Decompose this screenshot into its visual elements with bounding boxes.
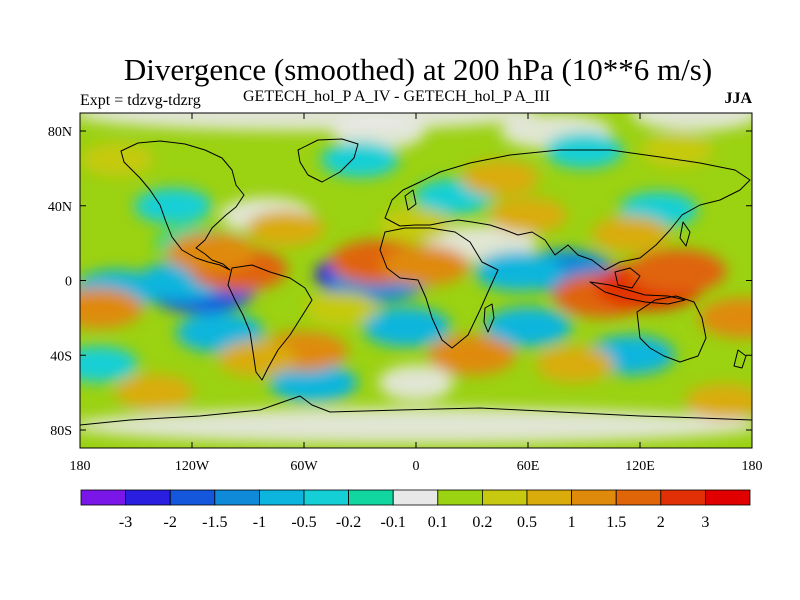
colorbar-label: 1.5 xyxy=(606,514,626,531)
colorbar-swatch xyxy=(169,489,216,506)
lat-tick-label: 80N xyxy=(48,125,72,140)
lon-tick-label: 60E xyxy=(517,459,540,474)
colorbar-swatch xyxy=(80,489,126,506)
field-blob-30 xyxy=(218,340,297,377)
field-blob-35 xyxy=(246,210,325,247)
field-blob-17 xyxy=(80,346,138,383)
field-blob-41 xyxy=(305,291,378,326)
colorbar-swatch xyxy=(125,489,171,506)
coast-madagascar xyxy=(483,303,495,333)
colorbar-label: 1 xyxy=(568,514,576,531)
colorbar-label: 3 xyxy=(701,514,709,531)
field-blob-20 xyxy=(166,232,255,273)
field-blob-29 xyxy=(428,334,516,375)
coast-british-isles xyxy=(404,189,417,211)
field-blob-34 xyxy=(489,197,567,234)
colorbar-swatch xyxy=(392,489,439,506)
colorbar-swatch xyxy=(214,489,260,506)
near-zero-region xyxy=(332,113,426,150)
field-blob-27 xyxy=(698,297,752,338)
field-blob-7 xyxy=(362,307,451,348)
field-blob-11 xyxy=(269,362,358,403)
colorbar-label: 0.2 xyxy=(472,514,492,531)
divergence-field xyxy=(80,113,752,444)
field-blob-32 xyxy=(115,374,194,411)
field-blob-6 xyxy=(474,251,563,292)
field-blob-36 xyxy=(591,215,670,252)
coast-antarctica xyxy=(80,395,752,426)
coast-maritime-continent xyxy=(589,281,686,305)
near-zero-region xyxy=(630,113,752,131)
coast-south-america xyxy=(227,264,313,381)
lon-tick-label: 120E xyxy=(625,459,655,474)
colorbar-label: -2 xyxy=(164,514,177,531)
lon-tick-label: 0 xyxy=(413,459,420,474)
lon-tick-label: 180 xyxy=(70,459,91,474)
colorbar-label: 2 xyxy=(657,514,665,531)
lon-tick-label: 180 xyxy=(742,459,763,474)
field-blob-39 xyxy=(81,142,154,177)
colorbar-swatch xyxy=(526,489,572,506)
near-zero-region xyxy=(80,407,752,444)
colorbar-swatch xyxy=(571,489,617,506)
field-blob-31 xyxy=(535,346,614,383)
colorbar-swatch xyxy=(615,489,662,506)
map-plot-area xyxy=(80,113,752,448)
colorbar-swatch xyxy=(705,489,751,506)
colorbar-swatch xyxy=(348,489,394,506)
field-blob-8 xyxy=(484,307,572,348)
colorbar-label: 0.1 xyxy=(428,514,448,531)
lon-tick-label: 60W xyxy=(290,459,318,474)
coast-africa xyxy=(379,227,499,349)
colorbar-label: -1 xyxy=(253,514,266,531)
field-blob-22 xyxy=(381,245,470,286)
field-blob-38 xyxy=(641,133,714,168)
comparison-label: GETECH_hol_P A_IV - GETECH_hol_P A_III xyxy=(243,88,550,105)
colorbar-label: -0.2 xyxy=(336,514,361,531)
coast-borneo xyxy=(614,267,641,289)
coast-japan xyxy=(679,221,691,247)
season-label: JJA xyxy=(724,90,752,107)
field-blob-14 xyxy=(134,188,213,225)
colorbar-label: -1.5 xyxy=(202,514,227,531)
coast-australia xyxy=(636,295,707,363)
lon-tick-label: 120W xyxy=(175,459,210,474)
colorbar-label: -0.5 xyxy=(291,514,316,531)
near-zero-region xyxy=(378,364,454,401)
plot-title: Divergence (smoothed) at 200 hPa (10**6 … xyxy=(123,52,713,87)
colorbar-swatch xyxy=(481,489,528,506)
experiment-label: Expt = tdzvg-tdzrg xyxy=(80,92,201,109)
colorbar-swatch xyxy=(258,489,305,506)
latitude-ticks: 80N 40N 0 40S 80S xyxy=(48,125,752,439)
field-blob-25 xyxy=(628,249,727,294)
lat-tick-label: 80S xyxy=(50,424,72,439)
longitude-ticks: 180 120W 60W 0 60E 120E 180 xyxy=(70,113,763,474)
colorbar-label: -3 xyxy=(119,514,132,531)
field-blob-33 xyxy=(685,383,752,420)
colorbar-label: -0.1 xyxy=(381,514,406,531)
lat-tick-label: 40S xyxy=(50,349,72,364)
coastlines xyxy=(80,138,752,426)
lat-tick-label: 0 xyxy=(65,275,72,290)
colorbar-swatch xyxy=(303,489,349,506)
coast-greenland xyxy=(297,138,359,183)
coast-north-america xyxy=(120,140,245,271)
colorbar: -3 -2 -1.5 -1 -0.5 -0.2 -0.1 0.1 0.2 0.5 1 1.5 2 3 xyxy=(80,489,751,531)
coast-new-zealand xyxy=(733,349,747,369)
colorbar-swatch xyxy=(437,489,483,506)
field-blob-26 xyxy=(80,288,143,329)
colorbar-swatch xyxy=(660,489,706,506)
coast-eurasia xyxy=(384,149,751,271)
field-blob-15 xyxy=(321,141,399,178)
colorbar-label: 0.5 xyxy=(517,514,537,531)
lat-tick-label: 40N xyxy=(48,200,72,215)
field-blob-37 xyxy=(461,160,539,197)
